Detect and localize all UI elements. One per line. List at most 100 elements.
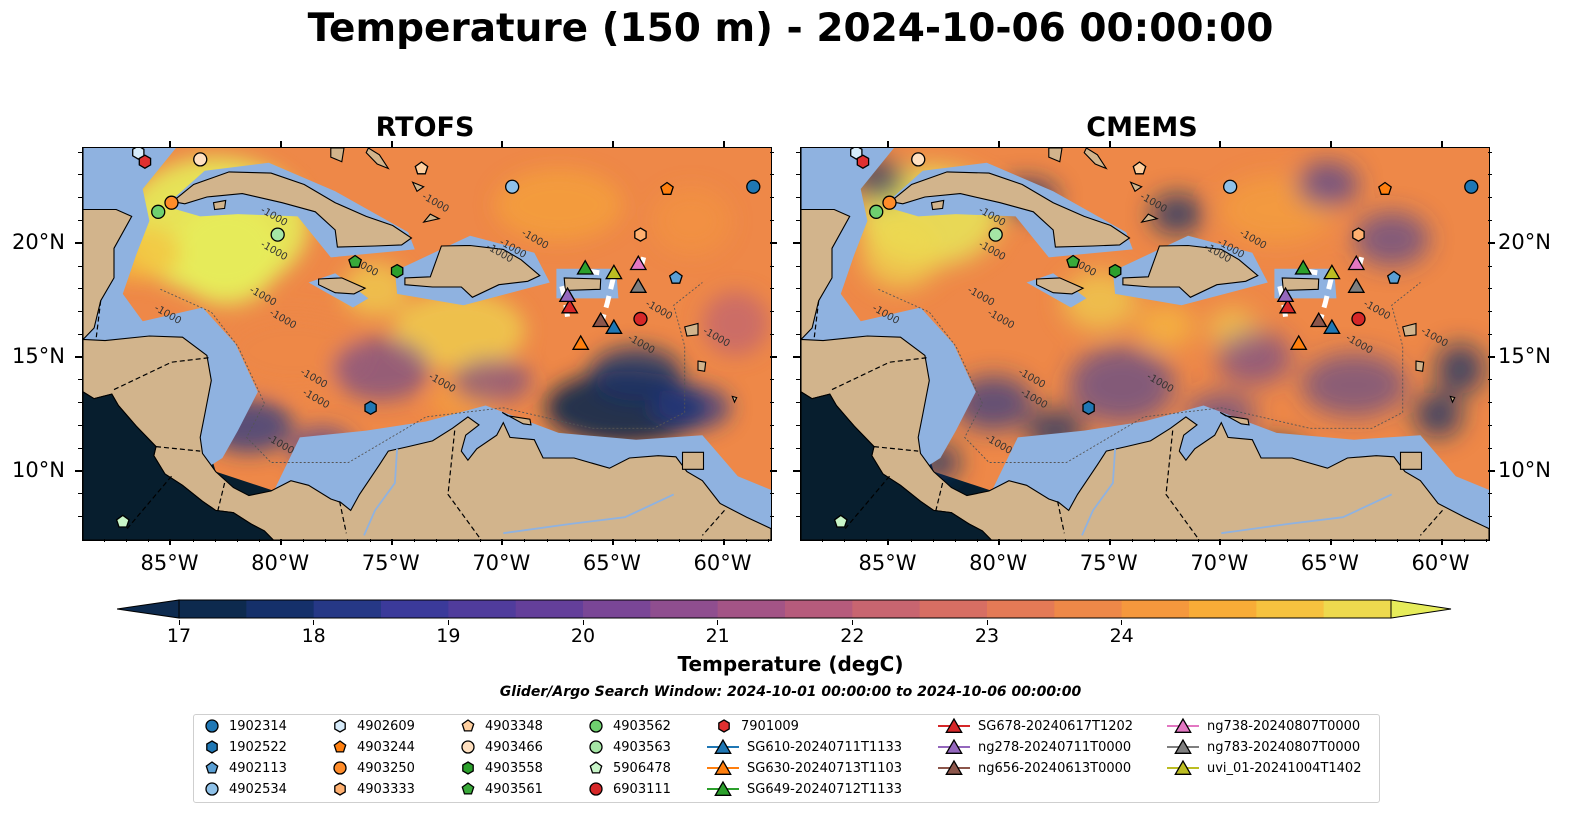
lon-minor-tick xyxy=(524,539,526,542)
temperature-blob xyxy=(452,357,533,404)
glider-SG630-20240713T1103-marker[interactable] xyxy=(571,334,590,350)
legend-glider-marker[interactable] xyxy=(1174,738,1192,754)
float-4903250-marker[interactable] xyxy=(164,195,179,210)
glider-SG678-20240617T1202-marker[interactable] xyxy=(1278,298,1297,314)
glider-ng656-20240613T0000-marker[interactable] xyxy=(1309,311,1328,328)
colorbar-outline xyxy=(178,599,1392,619)
glider-SG610-20240711T1133-marker[interactable] xyxy=(1323,318,1341,334)
glider-SG630-20240713T1103-marker[interactable] xyxy=(1289,334,1308,350)
lon-major-tick xyxy=(722,539,725,545)
float-4902534-marker[interactable] xyxy=(505,179,520,194)
float-4903348-marker[interactable] xyxy=(1132,161,1147,175)
float-4903348-marker[interactable] xyxy=(414,161,429,175)
float-4902534-marker[interactable] xyxy=(1223,179,1238,194)
float-5906478-marker[interactable] xyxy=(115,514,130,528)
float-4903561-marker[interactable] xyxy=(348,254,363,268)
glider-ng656-20240613T0000-marker[interactable] xyxy=(591,311,610,328)
legend-float-marker[interactable] xyxy=(333,761,347,775)
lat-minor-tick xyxy=(1488,516,1492,518)
triangle-marker-icon xyxy=(1167,759,1199,775)
glider-ng738-20240807T0000-marker[interactable] xyxy=(629,254,648,271)
glider-ng278-20240711T0000-marker[interactable] xyxy=(558,286,577,303)
lon-major-tick xyxy=(390,539,393,545)
legend-float-marker[interactable] xyxy=(589,761,603,774)
float-1902522-marker[interactable] xyxy=(364,400,377,416)
legend-float-marker[interactable] xyxy=(205,761,219,774)
legend-glider-marker[interactable] xyxy=(945,759,963,775)
float-4903558-marker[interactable] xyxy=(1108,263,1122,279)
hexagon-marker-icon xyxy=(718,719,730,733)
glider-ng783-20240807T0000-marker[interactable] xyxy=(1347,277,1366,293)
legend-float-marker[interactable] xyxy=(461,782,475,795)
float-4903558-marker[interactable] xyxy=(390,263,404,279)
legend-glider-marker[interactable] xyxy=(714,780,732,796)
legend-float-marker[interactable] xyxy=(334,719,346,733)
legend-float-marker[interactable] xyxy=(205,719,219,733)
legend-glider-marker[interactable] xyxy=(945,717,963,733)
lon-minor-tick xyxy=(1153,539,1155,542)
legend-label: 4903561 xyxy=(485,781,543,797)
glider-SG649-20240712T1133-marker[interactable] xyxy=(576,259,595,275)
temperature-blob xyxy=(332,337,431,401)
lon-tick-label: 85°W xyxy=(858,551,917,575)
legend-glider-marker[interactable] xyxy=(1174,759,1192,775)
lat-minor-tick xyxy=(796,493,800,495)
float-6903111-marker[interactable] xyxy=(1351,311,1366,327)
lat-minor-tick xyxy=(770,311,774,313)
glider-uvi_01-20241004T1402-marker[interactable] xyxy=(605,264,623,280)
float-4903561-marker[interactable] xyxy=(1066,254,1081,268)
lon-tick-label: 65°W xyxy=(1300,551,1359,575)
glider-SG610-20240711T1133-marker[interactable] xyxy=(605,318,623,334)
colorbar-tick-label: 19 xyxy=(436,625,461,647)
legend-float-marker[interactable] xyxy=(461,719,475,732)
float-4903466-marker[interactable] xyxy=(193,152,208,167)
float-6903111-marker[interactable] xyxy=(633,311,648,327)
float-4903333-marker[interactable] xyxy=(1352,227,1365,242)
legend-float-marker[interactable] xyxy=(334,782,346,796)
float-1902314-marker[interactable] xyxy=(1464,179,1479,194)
legend-float-marker[interactable] xyxy=(461,740,475,754)
float-4902609-marker[interactable] xyxy=(132,148,145,160)
glider-ng278-20240711T0000-marker[interactable] xyxy=(1276,286,1295,303)
lat-minor-tick xyxy=(770,151,774,153)
legend-float-marker[interactable] xyxy=(206,740,218,754)
legend-float-marker[interactable] xyxy=(589,782,603,796)
float-4903250-marker[interactable] xyxy=(882,195,897,210)
legend-float-marker[interactable] xyxy=(462,761,474,775)
float-1902314-marker[interactable] xyxy=(746,179,761,194)
glider-SG678-20240617T1202-marker[interactable] xyxy=(560,298,579,314)
legend-float-marker[interactable] xyxy=(589,719,603,733)
float-4903563-marker[interactable] xyxy=(988,227,1003,242)
float-5906478-marker[interactable] xyxy=(833,514,848,528)
float-4903563-marker[interactable] xyxy=(270,227,285,242)
legend-item-4903563: 4903563 xyxy=(587,737,671,757)
lon-major-tick xyxy=(1108,539,1111,545)
float-4902609-marker[interactable] xyxy=(850,148,863,160)
legend-glider-marker[interactable] xyxy=(945,738,963,754)
float-4903562-marker[interactable] xyxy=(869,204,884,219)
legend-float-marker[interactable] xyxy=(205,782,219,796)
glider-SG649-20240712T1133-marker[interactable] xyxy=(1294,259,1313,275)
legend-glider-marker[interactable] xyxy=(714,738,732,754)
float-4903244-marker[interactable] xyxy=(1378,181,1392,195)
float-4903244-marker[interactable] xyxy=(660,181,674,195)
float-4902113-marker[interactable] xyxy=(668,270,683,284)
float-4902113-marker[interactable] xyxy=(1386,270,1401,284)
glider-ng738-20240807T0000-marker[interactable] xyxy=(1347,254,1366,271)
float-4903562-marker[interactable] xyxy=(151,204,166,219)
float-1902522-marker[interactable] xyxy=(1082,400,1095,416)
colorbar xyxy=(117,599,1452,619)
legend-float-marker[interactable] xyxy=(589,740,603,754)
glider-ng783-20240807T0000-marker[interactable] xyxy=(629,277,648,293)
legend-glider-marker[interactable] xyxy=(714,759,732,775)
lat-minor-tick xyxy=(796,311,800,313)
glider-uvi_01-20241004T1402-marker[interactable] xyxy=(1323,264,1341,280)
legend-glider-marker[interactable] xyxy=(1174,717,1192,733)
float-7901009-marker[interactable] xyxy=(856,154,870,169)
float-4903333-marker[interactable] xyxy=(634,227,647,242)
float-7901009-marker[interactable] xyxy=(138,154,152,169)
float-4903466-marker[interactable] xyxy=(911,152,926,167)
legend-float-marker[interactable] xyxy=(333,740,347,753)
legend-label: 4903333 xyxy=(357,781,415,797)
legend-float-marker[interactable] xyxy=(718,719,730,733)
